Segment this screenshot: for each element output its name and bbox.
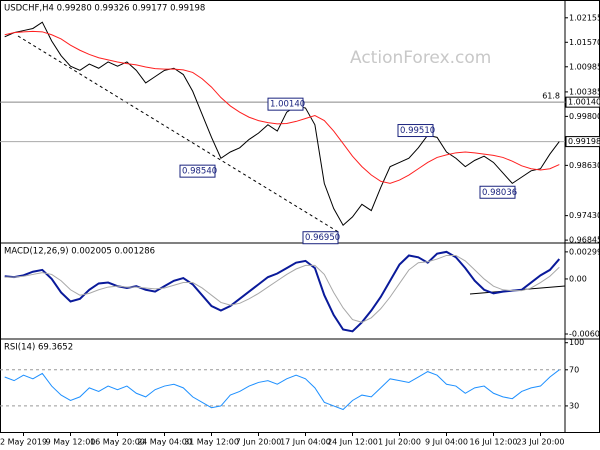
- y-tick-label: 1.02155: [569, 13, 600, 22]
- y-tick-label: 1.00985: [569, 62, 600, 71]
- series-line: [4, 30, 560, 184]
- y-tick-label: -0.006097: [569, 329, 600, 338]
- last-price: 0.99198: [568, 137, 600, 146]
- x-tick-label: 24 Jun 12:00: [327, 438, 378, 447]
- annotation-box: [302, 231, 339, 245]
- panel-title: RSI(14) 69.3652: [4, 343, 73, 353]
- annotation: 0.96950: [305, 233, 340, 243]
- x-tick-label: 31 May 12:00: [184, 438, 239, 447]
- series-line: [4, 369, 560, 411]
- y-tick-label: 0.97430: [569, 211, 600, 220]
- annotation: 0.98540: [182, 167, 217, 177]
- x-tick-label: 9 May 12:00: [46, 438, 96, 447]
- series-line: [4, 254, 560, 323]
- x-tick-label: 1 Jul 20:00: [378, 438, 421, 447]
- y-tick-label: 0.98630: [569, 161, 600, 170]
- annotation-box: [267, 97, 304, 111]
- y-tick-label: 0.002998: [569, 247, 600, 256]
- x-tick-label: 16 May 20:00: [90, 438, 145, 447]
- annotation: 0.98036: [482, 188, 517, 198]
- annotation-box: [397, 124, 434, 138]
- annotation: 1.00140: [270, 100, 305, 110]
- panel-title: MACD(12,26,9) 0.002005 0.001286: [4, 247, 155, 257]
- series-line: [4, 21, 560, 227]
- series-line: [4, 250, 561, 333]
- annotation-box: [179, 164, 216, 178]
- x-tick-label: 9 Jul 04:00: [425, 438, 468, 447]
- fib-label: 1.00140: [568, 98, 600, 107]
- trend-line: [17, 35, 341, 234]
- frame: [0, 0, 600, 433]
- chart-title: USDCHF,H4 0.99280 0.99326 0.99177 0.9919…: [4, 4, 205, 14]
- x-tick-label: 2 May 2019: [0, 438, 47, 447]
- x-tick-label: 16 Jul 12:00: [470, 438, 518, 447]
- watermark: ActionForex.com: [350, 48, 491, 68]
- x-tick-label: 7 Jun 20:00: [236, 438, 282, 447]
- x-tick-label: 24 May 04:00: [137, 438, 192, 447]
- y-tick-label: 1.00385: [569, 87, 600, 96]
- y-tick-label: 100: [569, 338, 584, 347]
- annotation: 0.99510: [400, 126, 435, 136]
- price-box: [565, 96, 600, 108]
- y-tick-label: 30: [569, 401, 579, 410]
- y-tick-label: 0.00: [569, 274, 587, 283]
- y-tick-label: 70: [569, 365, 579, 374]
- y-tick-label: 1.01570: [569, 38, 600, 47]
- x-tick-label: 23 Jul 20:00: [517, 438, 565, 447]
- y-tick-label: 0.96845: [569, 236, 600, 245]
- fib-level: 61.8: [542, 92, 560, 101]
- price-box: [565, 136, 600, 148]
- y-tick-label: 0.99800: [569, 112, 600, 121]
- x-tick-label: 17 Jun 04:00: [280, 438, 331, 447]
- annotation-box: [479, 185, 516, 199]
